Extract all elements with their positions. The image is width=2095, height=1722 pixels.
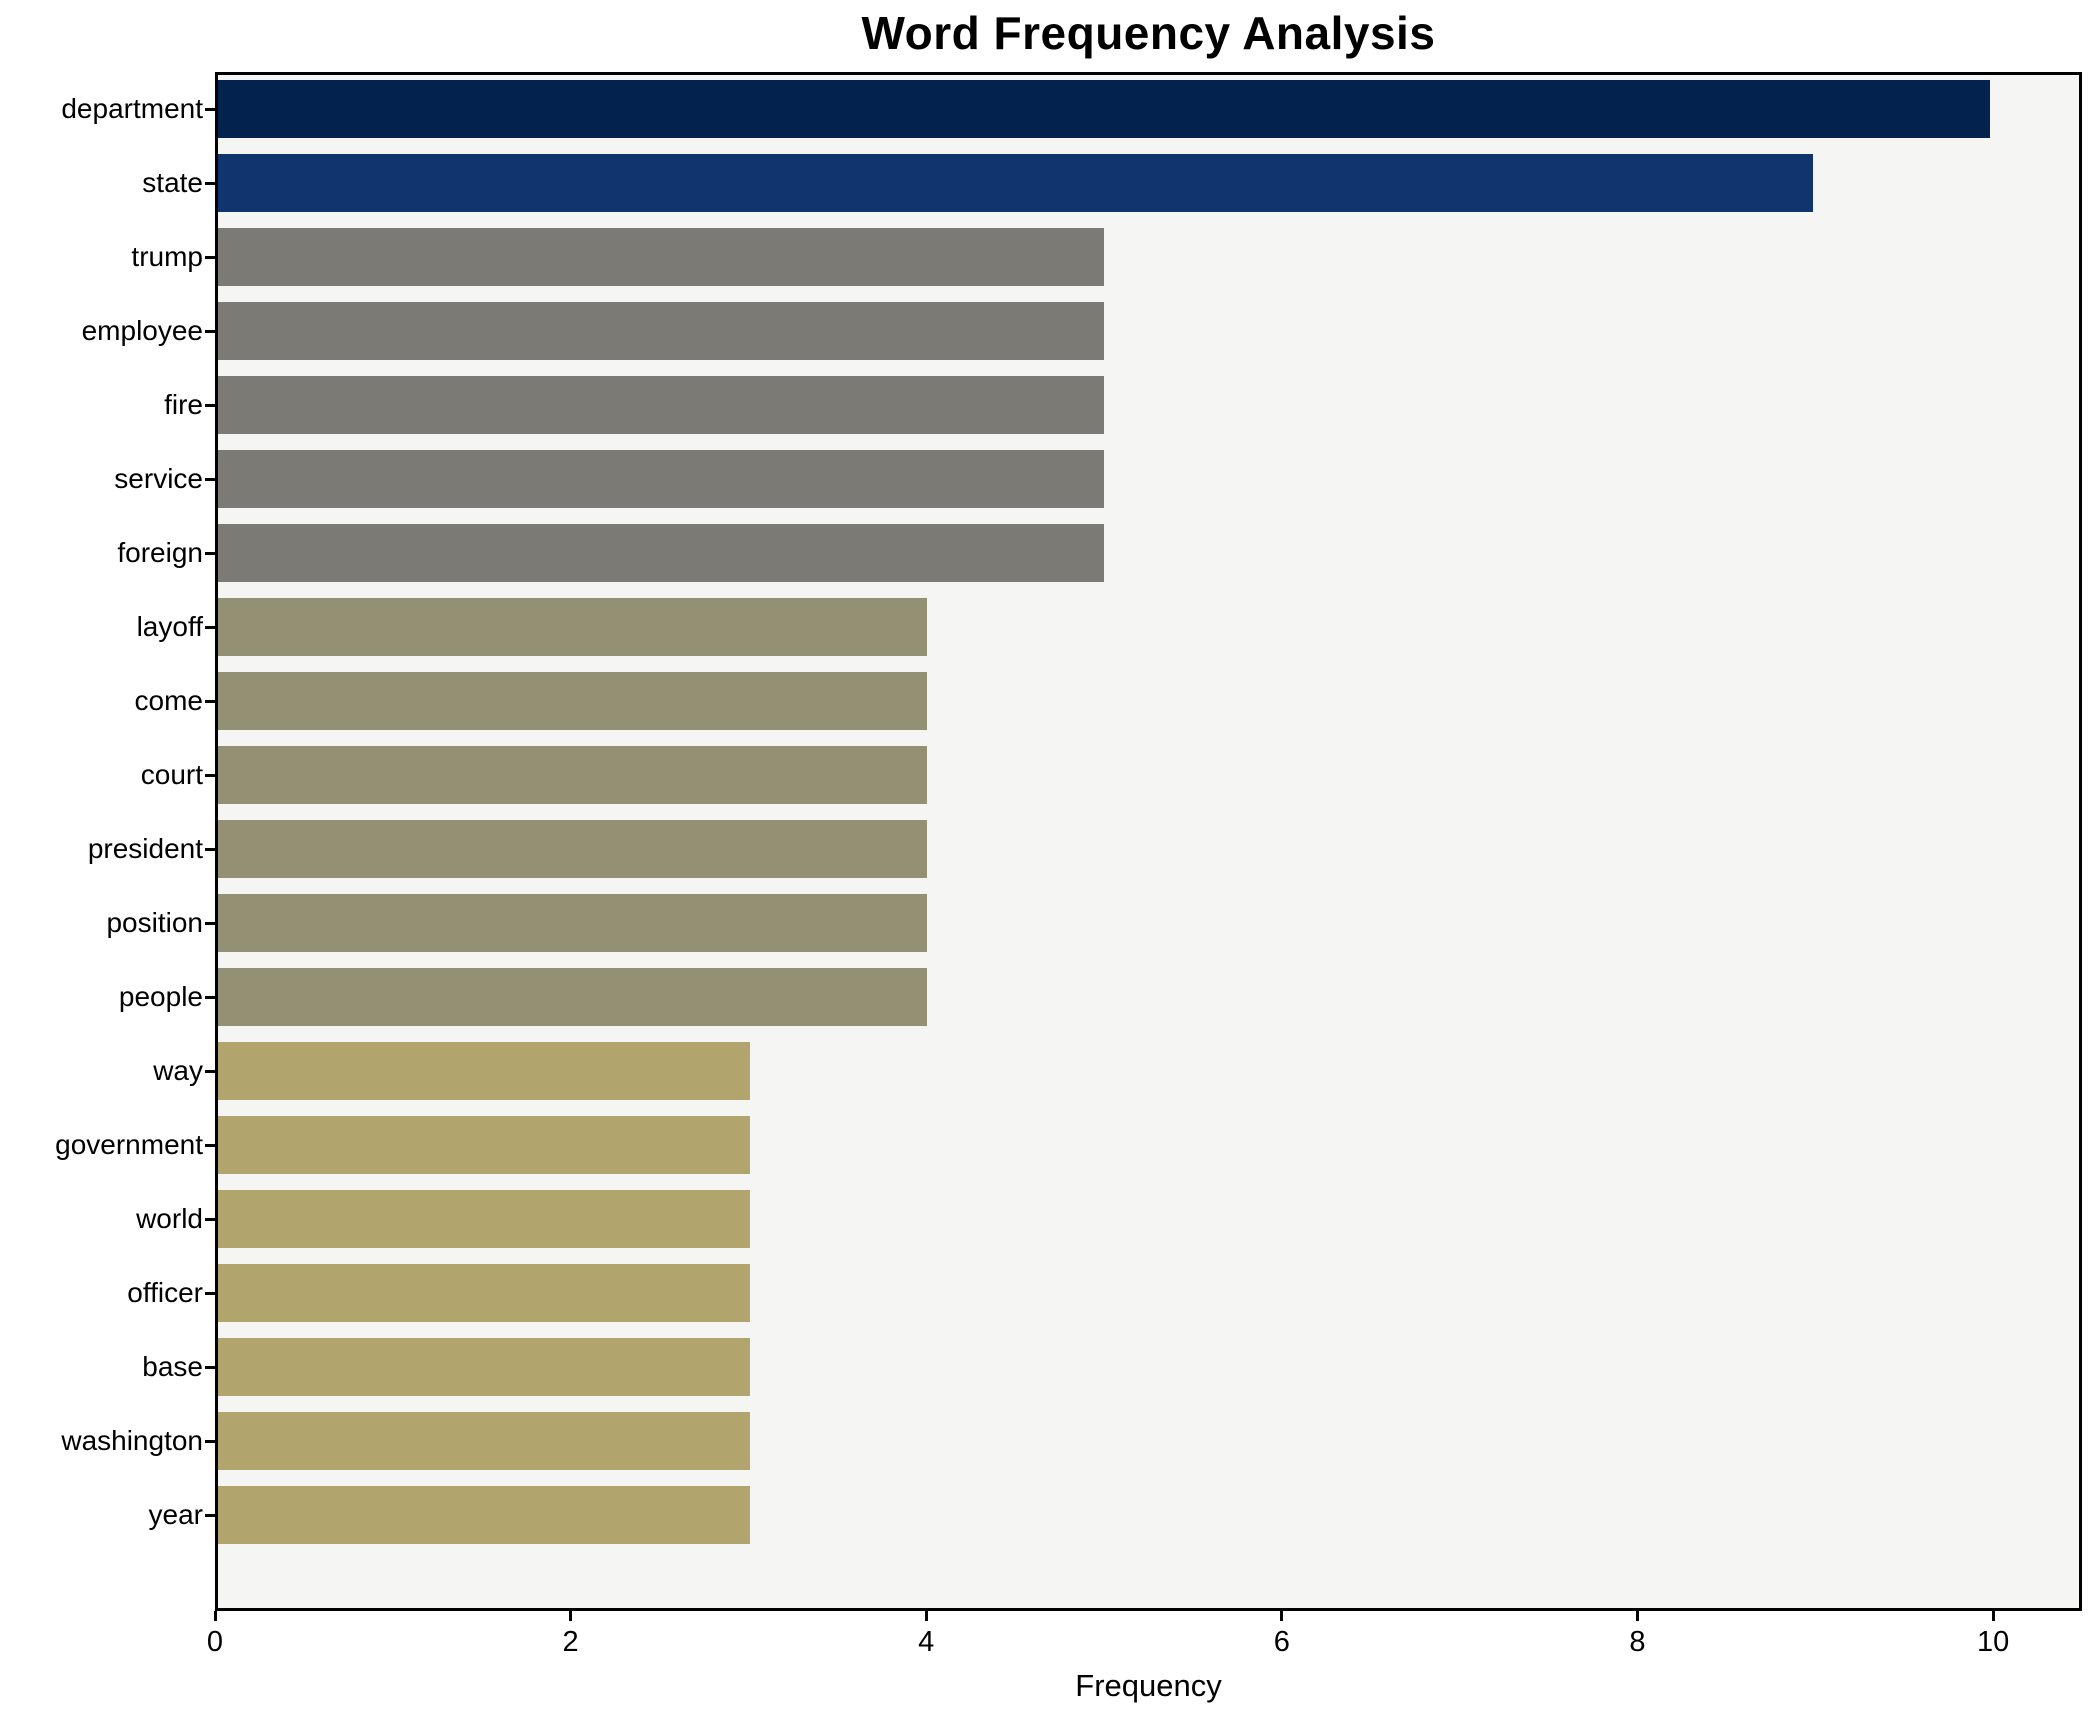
y-tick-label-fire: fire	[164, 389, 203, 420]
bar-state	[218, 154, 1814, 212]
bar-base	[218, 1338, 750, 1396]
y-tick-label-government: government	[55, 1129, 203, 1160]
y-tick-label-people: people	[118, 981, 203, 1012]
y-tick-label-officer: officer	[127, 1277, 203, 1308]
x-tick-label-2: 2	[562, 1626, 579, 1658]
x-tick-label-10: 10	[1976, 1626, 2010, 1658]
y-tick-label-foreign: foreign	[117, 537, 203, 568]
plot-area	[215, 72, 2082, 1611]
y-tick-mark	[205, 1365, 215, 1369]
bar-court	[218, 746, 927, 804]
y-tick-mark	[205, 255, 215, 259]
bar-president	[218, 820, 927, 878]
y-tick-label-come: come	[134, 685, 203, 716]
y-tick-mark	[205, 477, 215, 481]
y-tick-mark	[205, 329, 215, 333]
x-tick-label-6: 6	[1273, 1626, 1290, 1658]
y-tick-mark	[205, 403, 215, 407]
y-tick-label-service: service	[114, 463, 203, 494]
x-tick-mark	[1635, 1611, 1639, 1621]
y-tick-mark	[205, 699, 215, 703]
y-tick-label-department: department	[61, 93, 203, 124]
bar-washington	[218, 1412, 750, 1470]
y-tick-mark	[205, 625, 215, 629]
y-tick-mark	[205, 107, 215, 111]
bar-foreign	[218, 524, 1105, 582]
y-tick-mark	[205, 181, 215, 185]
y-tick-mark	[205, 1291, 215, 1295]
x-tick-label-8: 8	[1629, 1626, 1646, 1658]
y-tick-label-way: way	[153, 1055, 203, 1086]
x-axis-label: Frequency	[1075, 1668, 1222, 1703]
x-tick-mark	[213, 1611, 217, 1621]
bar-employee	[218, 302, 1105, 360]
chart-title: Word Frequency Analysis	[861, 7, 1436, 59]
bar-service	[218, 450, 1105, 508]
y-tick-mark	[205, 551, 215, 555]
bar-year	[218, 1486, 750, 1544]
bar-come	[218, 672, 927, 730]
y-tick-label-trump: trump	[131, 241, 203, 272]
bar-way	[218, 1042, 750, 1100]
bar-government	[218, 1116, 750, 1174]
x-tick-label-0: 0	[206, 1626, 224, 1658]
y-tick-mark	[205, 1143, 215, 1147]
bar-position	[218, 894, 927, 952]
x-tick-mark	[924, 1611, 928, 1621]
y-tick-mark	[205, 773, 215, 777]
bar-officer	[218, 1264, 750, 1322]
bar-trump	[218, 228, 1105, 286]
y-tick-mark	[205, 995, 215, 999]
y-tick-label-base: base	[142, 1351, 203, 1382]
y-tick-label-court: court	[140, 759, 203, 790]
y-tick-label-layoff: layoff	[136, 611, 203, 642]
y-tick-label-position: position	[106, 907, 203, 938]
y-tick-label-employee: employee	[81, 315, 203, 346]
bar-people	[218, 968, 927, 1026]
y-tick-mark	[205, 1217, 215, 1221]
y-tick-label-state: state	[142, 167, 203, 198]
bar-world	[218, 1190, 750, 1248]
bar-fire	[218, 376, 1105, 434]
y-tick-label-year: year	[148, 1499, 203, 1530]
x-tick-mark	[1991, 1611, 1995, 1621]
bar-department	[218, 80, 1991, 138]
y-tick-mark	[205, 1513, 215, 1517]
y-tick-label-president: president	[87, 833, 203, 864]
x-tick-mark	[569, 1611, 573, 1621]
y-tick-label-washington: washington	[61, 1425, 203, 1456]
y-tick-mark	[205, 1069, 215, 1073]
x-tick-mark	[1280, 1611, 1284, 1621]
bar-layoff	[218, 598, 927, 656]
y-tick-label-world: world	[136, 1203, 203, 1234]
y-tick-mark	[205, 921, 215, 925]
y-tick-mark	[205, 1439, 215, 1443]
x-tick-label-4: 4	[918, 1626, 935, 1658]
y-tick-mark	[205, 847, 215, 851]
